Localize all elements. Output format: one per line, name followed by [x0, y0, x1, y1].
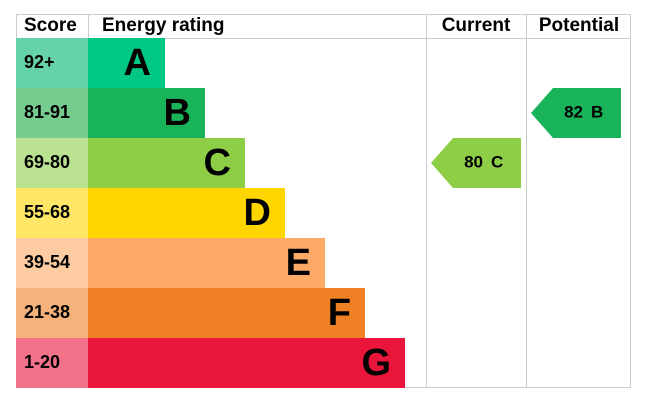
band-letter: E — [286, 242, 311, 284]
header-current: Current — [442, 15, 511, 36]
score-cell — [16, 238, 88, 288]
band-bar — [88, 338, 405, 388]
band-letter: D — [244, 192, 271, 234]
band-bar — [88, 238, 325, 288]
score-cell — [16, 38, 88, 88]
potential-band: B — [591, 102, 603, 121]
score-label: 39-54 — [24, 252, 70, 272]
score-label: 55-68 — [24, 202, 70, 222]
band-letter: B — [164, 92, 191, 134]
score-cell — [16, 288, 88, 338]
band-bar — [88, 188, 285, 238]
band-letter: G — [361, 342, 391, 384]
band-bar — [88, 88, 205, 138]
score-label: 81-91 — [24, 102, 70, 122]
header-score: Score — [24, 15, 77, 36]
score-cell — [16, 138, 88, 188]
band-letter: A — [124, 42, 151, 84]
score-cell — [16, 88, 88, 138]
band-letter: C — [204, 142, 231, 184]
score-label: 92+ — [24, 52, 55, 72]
current-arrow — [431, 138, 521, 188]
band-letter: F — [328, 292, 351, 334]
current-score: 80 — [464, 152, 483, 171]
score-label: 21-38 — [24, 302, 70, 322]
potential-score: 82 — [564, 102, 583, 121]
header-potential: Potential — [539, 15, 619, 36]
score-label: 1-20 — [24, 352, 60, 372]
header-rating: Energy rating — [102, 15, 224, 36]
score-label: 69-80 — [24, 152, 70, 172]
band-bar — [88, 288, 365, 338]
score-cell — [16, 188, 88, 238]
band-bar — [88, 138, 245, 188]
current-band: C — [491, 152, 503, 171]
potential-arrow — [531, 88, 621, 138]
band-bar — [88, 38, 165, 88]
score-cell — [16, 338, 88, 388]
